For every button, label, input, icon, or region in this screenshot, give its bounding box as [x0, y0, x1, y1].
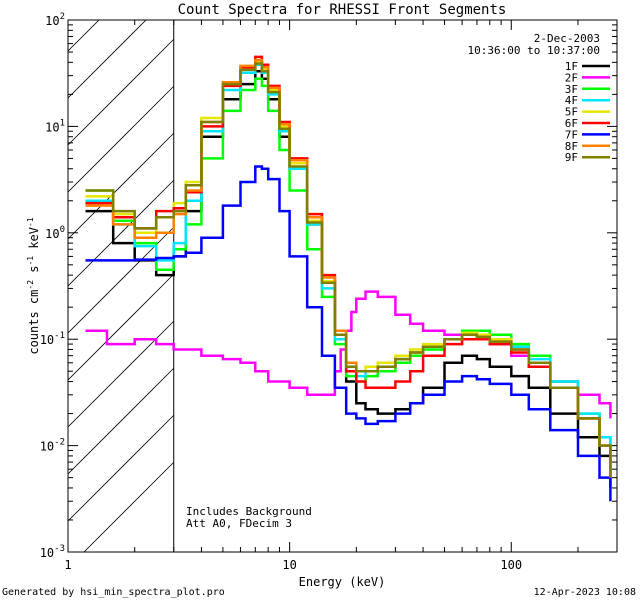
x-tick-label: 100 [500, 558, 522, 572]
legend-label-7F: 7F [565, 128, 578, 141]
time-range-label: 10:36:00 to 10:37:00 [468, 44, 600, 57]
y-axis-label: counts cm-2 s-1 keV-1 [26, 217, 41, 354]
annotation-background: Includes Background [186, 505, 312, 518]
date-label: 2-Dec-2003 [534, 32, 600, 45]
legend-label-1F: 1F [565, 60, 578, 73]
series-7F [85, 165, 612, 502]
x-axis-label: Energy (keV) [299, 575, 386, 589]
hatch-line [68, 367, 175, 475]
hatch-line [68, 20, 100, 52]
hatch-line [68, 132, 175, 240]
hatch-line [68, 273, 175, 381]
legend-label-9F: 9F [565, 151, 578, 164]
hatch-line [68, 414, 175, 522]
annotation-attenuator: Att A0, FDecim 3 [186, 517, 292, 530]
y-tick-label: 10-3 [40, 544, 65, 560]
hatch-line [68, 20, 147, 99]
legend-label-8F: 8F [565, 140, 578, 153]
hatch-line [68, 320, 175, 428]
series-group [85, 55, 612, 502]
x-tick-label: 1 [64, 558, 71, 572]
legend-label-5F: 5F [565, 106, 578, 119]
series-3F [85, 77, 612, 470]
hatch-line [68, 179, 175, 287]
y-tick-label: 100 [45, 225, 65, 241]
y-tick-label: 10-2 [40, 438, 65, 454]
series-9F [85, 62, 612, 478]
series-1F [85, 69, 612, 488]
x-tick-label: 10 [282, 558, 296, 572]
legend-label-2F: 2F [565, 71, 578, 84]
hatched-region [68, 0, 175, 552]
axes: 1 10 100 10-3 10-2 10-1 100 101 102 [40, 12, 618, 572]
hatch-line [83, 461, 175, 552]
y-tick-label: 10-1 [40, 331, 65, 347]
legend-label-4F: 4F [565, 94, 578, 107]
footer-generated: Generated by hsi_min_spectra_plot.pro [2, 587, 225, 598]
y-tick-label: 101 [45, 118, 65, 134]
plot-frame [67, 19, 618, 553]
legend-label-6F: 6F [565, 117, 578, 130]
chart-title: Count Spectra for RHESSI Front Segments [178, 2, 507, 18]
legend-label-3F: 3F [565, 83, 578, 96]
hatch-line [68, 38, 175, 146]
footer-timestamp: 12-Apr-2023 10:08 [534, 587, 636, 598]
hatch-line [68, 0, 174, 4]
hatch-line [68, 85, 175, 193]
y-tick-label: 102 [45, 12, 65, 28]
